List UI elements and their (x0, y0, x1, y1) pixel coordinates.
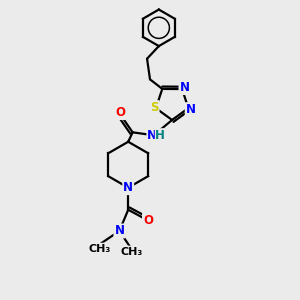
Text: N: N (147, 129, 158, 142)
Text: N: N (123, 181, 133, 194)
Text: CH₃: CH₃ (120, 247, 142, 256)
Text: O: O (143, 214, 153, 227)
Text: N: N (186, 103, 196, 116)
Text: O: O (115, 106, 125, 119)
Text: N: N (114, 224, 124, 238)
Text: N: N (179, 81, 190, 94)
Text: H: H (155, 129, 165, 142)
Text: CH₃: CH₃ (88, 244, 111, 254)
Text: S: S (150, 101, 159, 114)
